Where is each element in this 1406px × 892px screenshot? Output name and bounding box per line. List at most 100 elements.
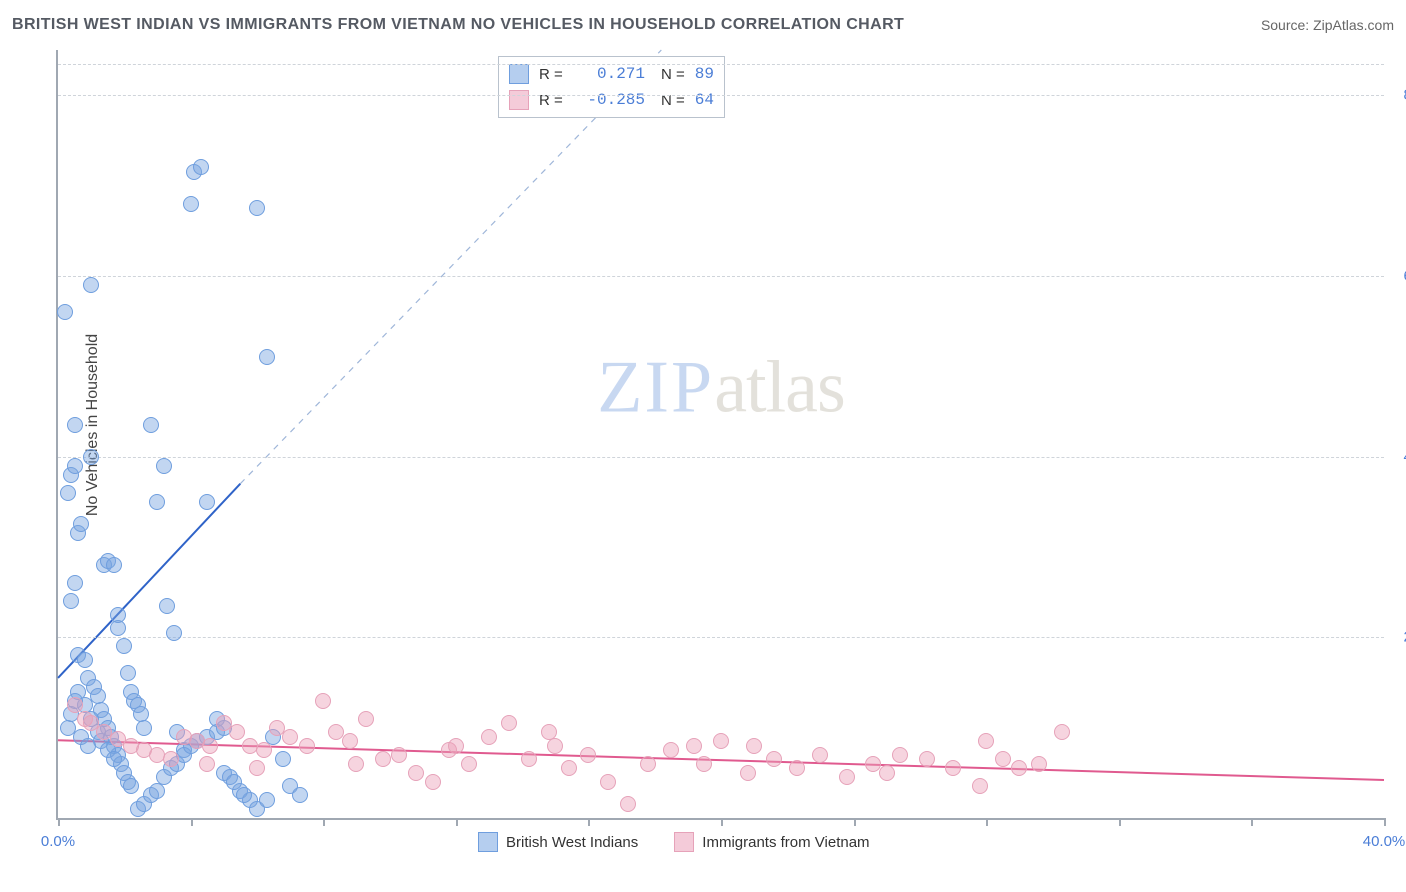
r-value-bwi: 0.271 [581,65,645,83]
legend-label-viet: Immigrants from Vietnam [702,834,869,851]
swatch-bwi [509,64,529,84]
data-point-bwi [183,196,199,212]
data-point-bwi [73,516,89,532]
n-value-viet: 64 [695,91,714,109]
data-point-viet [919,751,935,767]
data-point-viet [740,765,756,781]
plot-area: ZIPatlas R = 0.271 N = 89 R = -0.285 N =… [56,50,1384,820]
x-tick [854,818,856,826]
n-label: N = [661,66,685,83]
data-point-bwi [83,277,99,293]
data-point-viet [812,747,828,763]
x-tick [323,818,325,826]
regression-lines-layer [58,50,1384,818]
data-point-viet [879,765,895,781]
data-point-viet [663,742,679,758]
data-point-viet [1011,760,1027,776]
legend-row-viet: R = -0.285 N = 64 [509,87,714,113]
data-point-viet [448,738,464,754]
chart-header: BRITISH WEST INDIAN VS IMMIGRANTS FROM V… [12,16,1394,34]
data-point-bwi [83,449,99,465]
x-tick [1119,818,1121,826]
data-point-bwi [236,787,252,803]
data-point-bwi [60,485,76,501]
data-point-bwi [259,792,275,808]
n-value-bwi: 89 [695,65,714,83]
data-point-viet [163,751,179,767]
data-point-viet [561,760,577,776]
data-point-viet [600,774,616,790]
source-prefix: Source: [1261,17,1313,33]
x-tick [721,818,723,826]
x-tick [986,818,988,826]
data-point-viet [199,756,215,772]
data-point-viet [696,756,712,772]
y-tick-label: 40.0% [1390,448,1406,465]
x-tick-label: 0.0% [41,833,75,850]
data-point-viet [256,742,272,758]
data-point-viet [299,738,315,754]
data-point-bwi [149,494,165,510]
legend-item-bwi: British West Indians [478,832,638,852]
legend-label-bwi: British West Indians [506,834,638,851]
data-point-viet [249,760,265,776]
data-point-bwi [106,557,122,573]
data-point-viet [789,760,805,776]
watermark-atlas: atlas [714,346,845,428]
data-point-bwi [259,349,275,365]
data-point-bwi [67,458,83,474]
y-tick-label: 20.0% [1390,629,1406,646]
gridline [58,637,1384,638]
data-point-bwi [57,304,73,320]
x-tick [1384,818,1386,826]
data-point-viet [348,756,364,772]
data-point-viet [972,778,988,794]
data-point-bwi [136,720,152,736]
chart-container: No Vehicles in Household ZIPatlas R = 0.… [12,46,1394,846]
chart-source: Source: ZipAtlas.com [1261,17,1394,33]
source-link[interactable]: ZipAtlas.com [1313,17,1394,33]
data-point-bwi [275,751,291,767]
gridline [58,64,1384,65]
x-tick [1251,818,1253,826]
watermark: ZIPatlas [597,345,845,430]
data-point-viet [425,774,441,790]
data-point-viet [282,729,298,745]
watermark-zip: ZIP [597,346,714,428]
n-label: N = [661,92,685,109]
data-point-bwi [67,417,83,433]
data-point-bwi [120,665,136,681]
data-point-bwi [63,593,79,609]
data-point-viet [746,738,762,754]
legend-swatch-viet [674,832,694,852]
data-point-viet [945,760,961,776]
data-point-viet [229,724,245,740]
chart-title: BRITISH WEST INDIAN VS IMMIGRANTS FROM V… [12,16,904,34]
x-tick-label: 40.0% [1363,833,1406,850]
data-point-viet [202,738,218,754]
data-point-viet [713,733,729,749]
data-point-viet [391,747,407,763]
data-point-viet [978,733,994,749]
data-point-viet [375,751,391,767]
correlation-legend: R = 0.271 N = 89 R = -0.285 N = 64 [498,56,725,118]
x-tick [191,818,193,826]
legend-swatch-bwi [478,832,498,852]
data-point-bwi [249,200,265,216]
data-point-bwi [166,625,182,641]
y-tick-label: 60.0% [1390,267,1406,284]
data-point-bwi [193,159,209,175]
data-point-bwi [110,607,126,623]
data-point-viet [481,729,497,745]
gridline [58,95,1384,96]
gridline [58,276,1384,277]
r-value-viet: -0.285 [581,91,645,109]
x-tick [588,818,590,826]
data-point-viet [686,738,702,754]
data-point-viet [315,693,331,709]
data-point-bwi [292,787,308,803]
data-point-viet [358,711,374,727]
data-point-viet [995,751,1011,767]
data-point-bwi [106,751,122,767]
data-point-viet [766,751,782,767]
